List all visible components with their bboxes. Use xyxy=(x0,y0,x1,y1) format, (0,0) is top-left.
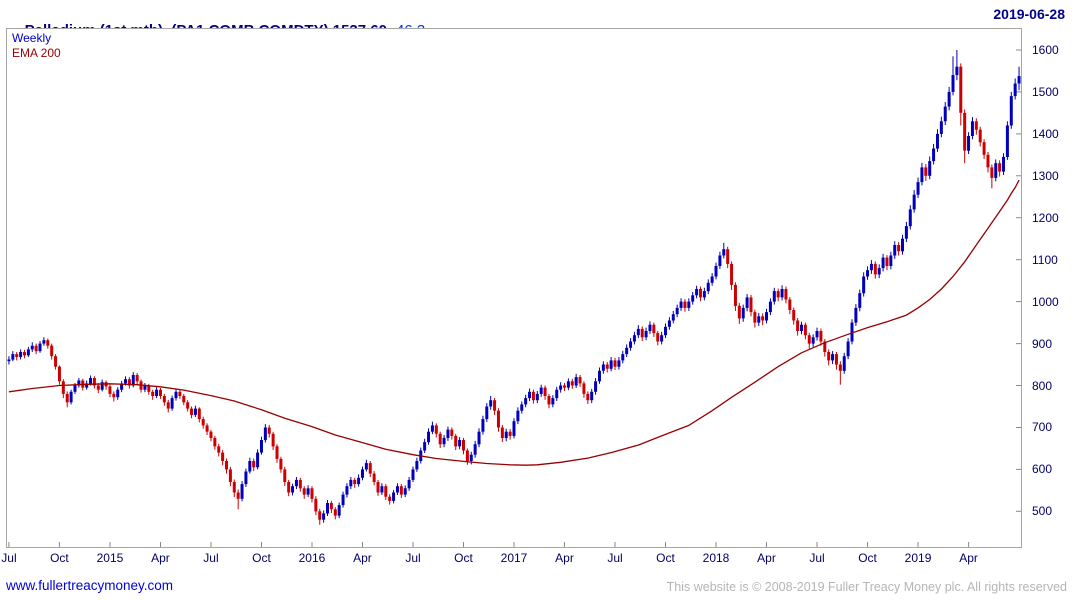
x-axis-label: 2018 xyxy=(702,551,730,565)
x-axis-label: Apr xyxy=(151,551,170,565)
y-axis-label: 800 xyxy=(1032,378,1053,393)
date-label: 2019-06-28 xyxy=(993,6,1065,22)
x-axis-label: Oct xyxy=(50,551,69,565)
x-axis-label: Jul xyxy=(203,551,219,565)
y-axis-label: 1000 xyxy=(1032,294,1059,309)
y-axis-label: 1600 xyxy=(1032,42,1059,57)
candlestick-chart xyxy=(7,49,1021,547)
y-axis-label: 1200 xyxy=(1032,210,1059,225)
y-axis-label: 700 xyxy=(1032,420,1053,435)
x-axis-label: Oct xyxy=(252,551,271,565)
x-axis-label: 2015 xyxy=(96,551,124,565)
y-axis-label: 1100 xyxy=(1032,252,1058,267)
copyright-text: This website is © 2008-2019 Fuller Treac… xyxy=(666,580,1067,594)
x-axis-label: Oct xyxy=(454,551,473,565)
x-axis-label: Oct xyxy=(858,551,877,565)
footer-link[interactable]: www.fullertreacymoney.com xyxy=(6,578,174,593)
chart-legend: Weekly EMA 200 xyxy=(12,31,61,61)
y-axis-label: 1400 xyxy=(1032,126,1059,141)
x-axis-label: Apr xyxy=(353,551,372,565)
x-axis-label: 2019 xyxy=(904,551,932,565)
x-axis-label: Jul xyxy=(1,551,17,565)
legend-ema-200: EMA 200 xyxy=(12,46,61,60)
x-axis-label: Apr xyxy=(555,551,574,565)
y-axis-label: 600 xyxy=(1032,462,1053,477)
x-axis-label: Oct xyxy=(656,551,675,565)
y-axis-label: 500 xyxy=(1032,504,1053,519)
legend-weekly: Weekly xyxy=(12,31,52,45)
x-axis-label: Jul xyxy=(607,551,623,565)
y-axis-label: 900 xyxy=(1032,336,1053,351)
x-axis-label: Apr xyxy=(959,551,978,565)
chart-plot-area: Weekly EMA 200 xyxy=(6,28,1022,548)
y-axis-label: 1500 xyxy=(1032,84,1059,99)
x-axis-label: Jul xyxy=(809,551,825,565)
x-axis-label: 2016 xyxy=(298,551,326,565)
y-axis-label: 1300 xyxy=(1032,168,1059,183)
x-axis-label: Apr xyxy=(757,551,776,565)
x-axis-label: 2017 xyxy=(500,551,528,565)
x-axis-label: Jul xyxy=(405,551,421,565)
